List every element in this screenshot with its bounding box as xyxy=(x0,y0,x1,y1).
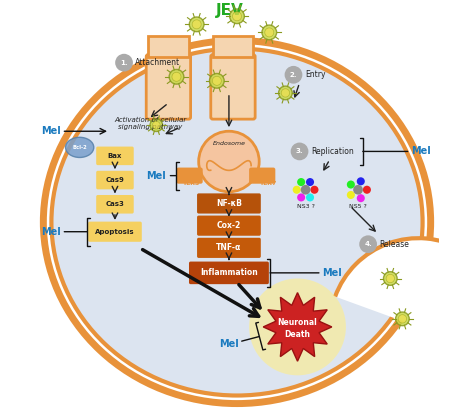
Circle shape xyxy=(347,180,355,189)
Text: TLR7: TLR7 xyxy=(259,181,276,186)
Circle shape xyxy=(357,194,365,202)
Circle shape xyxy=(153,121,160,129)
Circle shape xyxy=(301,185,310,195)
Circle shape xyxy=(357,177,365,185)
Circle shape xyxy=(386,274,394,283)
Text: Mel: Mel xyxy=(41,227,61,237)
Circle shape xyxy=(232,12,242,21)
Ellipse shape xyxy=(65,137,94,157)
Circle shape xyxy=(115,54,133,72)
FancyBboxPatch shape xyxy=(96,195,134,213)
Text: TLR3: TLR3 xyxy=(182,181,199,186)
FancyBboxPatch shape xyxy=(176,168,203,184)
Circle shape xyxy=(199,131,259,192)
Text: Endosome: Endosome xyxy=(212,141,246,146)
Circle shape xyxy=(398,315,407,323)
FancyBboxPatch shape xyxy=(197,216,261,236)
Polygon shape xyxy=(213,36,253,56)
Circle shape xyxy=(265,28,274,37)
Text: Entry: Entry xyxy=(305,70,325,79)
Circle shape xyxy=(249,279,346,375)
Text: Inflammation: Inflammation xyxy=(200,268,258,277)
Text: Mel: Mel xyxy=(410,146,430,156)
Text: Activation of cellular
signaling pathway: Activation of cellular signaling pathway xyxy=(114,117,186,130)
FancyBboxPatch shape xyxy=(88,222,142,242)
FancyBboxPatch shape xyxy=(146,54,191,119)
Text: Apoptosis: Apoptosis xyxy=(95,229,135,235)
Text: 3.: 3. xyxy=(296,148,303,155)
Circle shape xyxy=(192,20,201,29)
Circle shape xyxy=(310,186,319,194)
Circle shape xyxy=(297,193,305,202)
Circle shape xyxy=(189,17,204,31)
Text: Cox-2: Cox-2 xyxy=(217,221,241,230)
FancyBboxPatch shape xyxy=(197,193,261,213)
Ellipse shape xyxy=(51,49,423,396)
Circle shape xyxy=(172,72,181,81)
Circle shape xyxy=(306,193,314,202)
Text: Bax: Bax xyxy=(108,153,122,159)
Circle shape xyxy=(212,76,221,85)
Text: Replication: Replication xyxy=(311,147,354,156)
FancyBboxPatch shape xyxy=(96,171,134,189)
Text: TNF-α: TNF-α xyxy=(216,243,242,252)
Text: Mel: Mel xyxy=(41,126,61,136)
Text: Cas3: Cas3 xyxy=(106,201,124,207)
Text: Mel: Mel xyxy=(322,268,342,278)
Circle shape xyxy=(210,74,224,88)
Circle shape xyxy=(150,119,163,131)
Text: Neuronal: Neuronal xyxy=(278,317,318,326)
Text: Mel: Mel xyxy=(219,339,239,349)
Text: 1.: 1. xyxy=(120,60,128,66)
Text: NF-κB: NF-κB xyxy=(216,199,242,208)
FancyBboxPatch shape xyxy=(96,146,134,165)
Circle shape xyxy=(291,143,309,160)
Text: 4.: 4. xyxy=(364,241,372,247)
Circle shape xyxy=(169,70,184,84)
Circle shape xyxy=(396,312,409,326)
Circle shape xyxy=(230,9,244,24)
Text: NS5 ?: NS5 ? xyxy=(349,204,367,209)
Circle shape xyxy=(306,178,314,186)
Text: Attachment: Attachment xyxy=(136,58,181,67)
Circle shape xyxy=(281,89,290,97)
Text: Release: Release xyxy=(379,240,409,249)
Wedge shape xyxy=(335,238,463,327)
Polygon shape xyxy=(148,36,189,56)
FancyBboxPatch shape xyxy=(197,238,261,258)
FancyBboxPatch shape xyxy=(249,168,275,184)
Circle shape xyxy=(359,235,377,253)
Circle shape xyxy=(297,178,305,186)
Text: NS3 ?: NS3 ? xyxy=(297,204,315,209)
Circle shape xyxy=(262,25,277,40)
Circle shape xyxy=(353,185,363,195)
Text: Cas9: Cas9 xyxy=(106,177,124,183)
Text: Bcl-2: Bcl-2 xyxy=(72,145,87,150)
Text: Death: Death xyxy=(284,330,310,339)
FancyBboxPatch shape xyxy=(189,262,269,284)
Text: 2.: 2. xyxy=(290,72,297,78)
Circle shape xyxy=(279,86,292,100)
Text: Mel: Mel xyxy=(146,171,166,181)
Circle shape xyxy=(292,186,301,194)
Circle shape xyxy=(383,272,397,285)
Circle shape xyxy=(347,191,355,199)
Polygon shape xyxy=(263,292,332,361)
FancyBboxPatch shape xyxy=(211,54,255,119)
Text: JEV: JEV xyxy=(216,3,244,18)
Circle shape xyxy=(363,186,371,194)
Circle shape xyxy=(284,66,302,84)
